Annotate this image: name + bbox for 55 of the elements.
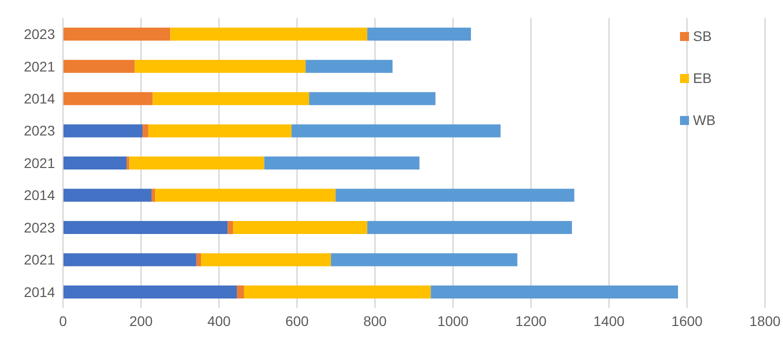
y-tick-label: 2021	[24, 252, 56, 268]
x-tick-label: 1000	[437, 312, 469, 329]
bar	[148, 124, 292, 138]
bar	[126, 156, 130, 170]
y-tick-label: 2021	[24, 154, 56, 171]
bar	[292, 124, 501, 138]
bar	[196, 253, 202, 266]
bar	[330, 253, 518, 266]
bar	[244, 285, 431, 298]
bar	[228, 221, 234, 234]
y-tick-label: 2014	[24, 284, 56, 300]
y-tick-label: 2014	[24, 187, 56, 204]
bar	[142, 124, 148, 138]
legend-label: EB	[693, 70, 712, 86]
x-tick-label: 1200	[515, 312, 547, 329]
bar	[134, 60, 306, 73]
y-tick-label: 2023	[24, 122, 56, 139]
legend-label: WB	[693, 112, 716, 128]
bar	[155, 188, 336, 202]
bar	[367, 28, 471, 41]
bar	[430, 285, 678, 298]
y-tick-label: 2023	[24, 26, 56, 42]
bar	[236, 285, 244, 298]
y-tick-label: 2023	[24, 219, 56, 236]
x-tick-label: 1800	[749, 312, 781, 329]
bar	[63, 28, 170, 41]
bar	[336, 188, 574, 202]
bar	[152, 188, 156, 202]
x-tick-label: 600	[285, 312, 309, 329]
y-tick-label: 2014	[24, 90, 56, 107]
bar	[201, 253, 331, 266]
bar	[63, 285, 237, 298]
bar	[63, 188, 152, 202]
bar	[63, 60, 135, 73]
bar	[63, 156, 127, 170]
bar	[264, 156, 420, 170]
x-tick-label: 0	[59, 312, 68, 329]
bar	[63, 221, 228, 234]
bar	[367, 221, 572, 234]
bar	[63, 92, 153, 106]
x-tick-label: 200	[129, 312, 153, 329]
bar	[63, 124, 143, 138]
y-tick-label: 2021	[24, 58, 56, 74]
bar	[129, 156, 264, 170]
bar	[63, 253, 196, 266]
bar	[309, 92, 436, 106]
x-tick-label: 800	[363, 312, 387, 329]
x-tick-label: 1600	[671, 312, 703, 329]
x-tick-label: 400	[207, 312, 231, 329]
bar	[306, 60, 393, 73]
x-tick-label: 1400	[593, 312, 625, 329]
bar	[233, 221, 368, 234]
legend-label: SB	[693, 28, 712, 44]
bar	[152, 92, 310, 106]
bar	[170, 28, 368, 41]
